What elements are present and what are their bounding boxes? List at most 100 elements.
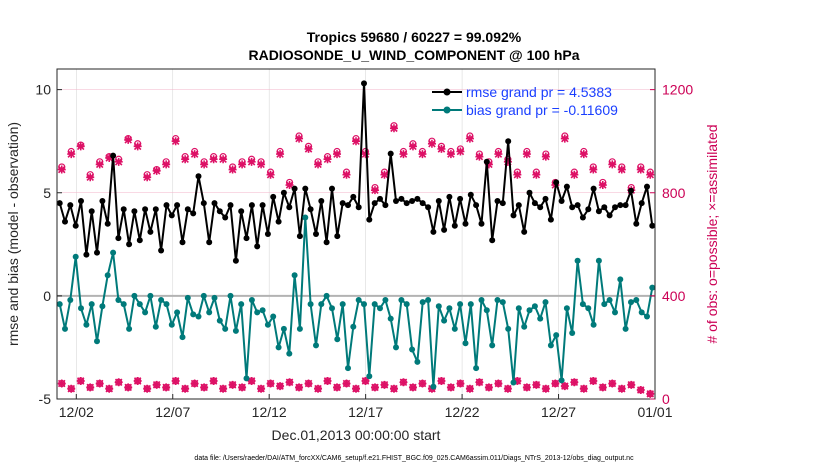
obs-low-assimilated-marker [342, 379, 351, 388]
series-1-point [67, 297, 74, 303]
series-1-point [184, 294, 191, 301]
series-1-point [72, 253, 79, 260]
series-0-point [563, 183, 570, 190]
series-layer [56, 80, 656, 390]
series-0-point [467, 191, 474, 198]
series-1-point [329, 305, 335, 312]
series-0-point [622, 202, 629, 209]
series-0-point [483, 158, 490, 165]
series-0-point [296, 233, 303, 240]
series-0-point [78, 198, 84, 204]
series-0-point [120, 206, 127, 213]
obs-assimilated-marker [646, 170, 655, 179]
obs-assimilated-marker [456, 147, 465, 156]
series-0-point [238, 208, 245, 215]
series-0-point [216, 208, 223, 215]
obs-assimilated-marker [276, 150, 285, 159]
series-1-point [409, 346, 416, 353]
obs-assimilated-marker [143, 173, 152, 182]
obs-assimilated-marker [295, 134, 304, 143]
series-0-point [115, 235, 122, 242]
series-0-point [409, 198, 416, 204]
series-0-point [323, 239, 330, 246]
series-1-point [644, 313, 650, 320]
series-1-point [606, 297, 613, 303]
obs-low-assimilated-marker [380, 380, 389, 389]
series-0-point [254, 243, 261, 250]
obs-low-assimilated-marker [484, 383, 493, 392]
series-1-point [601, 301, 608, 308]
obs-low-assimilated-marker [541, 384, 550, 393]
y-tick-label-3: 10 [35, 82, 51, 98]
obs-low-assimilated-marker [295, 383, 304, 392]
series-1-point [158, 297, 165, 303]
legend-rmse-label: rmse grand pr = 4.5383 [466, 84, 612, 100]
series-1-point [83, 321, 90, 328]
obs-assimilated-marker [589, 165, 598, 174]
obs-low-assimilated-marker [589, 376, 598, 385]
obs-low-assimilated-marker [446, 383, 455, 392]
obs-assimilated-marker [190, 150, 199, 159]
series-0-point [403, 200, 410, 207]
series-1-point [366, 373, 373, 380]
series-0-point [211, 200, 218, 207]
obs-low-assimilated-marker [361, 376, 370, 385]
series-1-point [318, 301, 325, 308]
obs-assimilated-marker [494, 150, 503, 159]
series-1-point [334, 336, 341, 343]
series-0-point [291, 185, 298, 192]
obs-low-assimilated-marker [152, 380, 161, 389]
series-0-point [478, 220, 485, 227]
series-0-point [494, 198, 501, 204]
series-0-point [270, 193, 277, 200]
obs-low-assimilated-marker [646, 389, 655, 398]
obs-assimilated-marker [323, 155, 332, 164]
series-1-point [195, 313, 202, 320]
obs-assimilated-marker [437, 144, 446, 153]
series-0-point [398, 195, 405, 202]
obs-low-assimilated-marker [418, 379, 427, 388]
series-1-point [515, 305, 522, 312]
obs-low-assimilated-marker [209, 376, 218, 385]
obs-low-assimilated-marker [76, 376, 85, 385]
series-1-point [462, 340, 469, 347]
series-0-point [88, 208, 95, 215]
obs-low-assimilated-marker [57, 379, 66, 388]
series-1-point [547, 342, 554, 349]
series-1-point [393, 344, 399, 351]
series-1-point [190, 311, 197, 318]
obs-low-assimilated-marker [456, 379, 465, 388]
obs-low-assimilated-marker [67, 384, 76, 393]
series-0-point [136, 237, 143, 244]
series-1-point [628, 299, 634, 306]
y-axis-right: 0 400 800 1200 [650, 82, 693, 407]
obs-low-assimilated-marker [162, 383, 171, 392]
series-1-point [446, 305, 453, 312]
y-tick-label-1: 0 [43, 288, 51, 304]
obs-low-assimilated-marker [627, 380, 636, 389]
series-0-point [633, 220, 640, 227]
series-1-point [323, 292, 330, 299]
series-0-point [553, 179, 560, 186]
series-0-point [435, 198, 442, 204]
series-1-point [291, 272, 298, 279]
series-1-point [345, 365, 351, 372]
series-1-point [211, 294, 218, 301]
obs-low-markers [57, 376, 655, 398]
series-1-point [579, 301, 586, 308]
series-1-point [510, 379, 517, 386]
series-0-point [382, 202, 389, 209]
series-0-point [248, 202, 255, 209]
obs-assimilated-marker [105, 153, 114, 162]
series-1-point [542, 299, 549, 306]
obs-low-assimilated-marker [475, 378, 484, 387]
obs-assimilated-marker [342, 170, 351, 179]
series-1-point [280, 325, 287, 332]
series-1-point [494, 297, 501, 303]
series-0-point [430, 228, 437, 235]
data-file-footer: data file: /Users/raeder/DAI/ATM_forcXX/… [194, 455, 634, 462]
obs-low-assimilated-marker [304, 379, 313, 388]
obs-assimilated-marker [370, 186, 379, 195]
series-0-point [585, 206, 592, 213]
series-1-point [104, 272, 111, 279]
